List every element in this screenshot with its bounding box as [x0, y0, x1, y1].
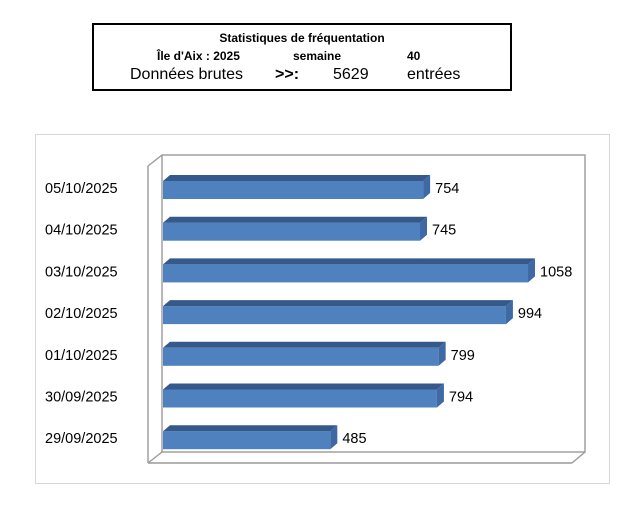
category-label: 01/10/2025: [45, 348, 118, 364]
stats-header-box: Statistiques de fréquentation Île d'Aix …: [92, 23, 512, 91]
category-label: 05/10/2025: [45, 181, 118, 197]
bar-row: 745 04/10/2025: [45, 216, 456, 241]
bar-side-face: [420, 216, 428, 241]
bar-chart-svg: 754 05/10/2025 745 04/10/2025 1058 03/10/2025…: [45, 154, 586, 464]
plot-frame-line: [571, 451, 586, 464]
category-label: 03/10/2025: [45, 264, 118, 280]
bar-front-face: [163, 306, 506, 325]
bar-side-face: [505, 300, 513, 325]
plot-frame-line: [147, 154, 163, 167]
bar-side-face: [330, 425, 338, 450]
bar-value-label: 794: [449, 390, 473, 406]
category-label: 02/10/2025: [45, 306, 118, 322]
total-entries-value: 5629: [333, 66, 369, 83]
bar-top-face: [163, 175, 431, 181]
raw-data-label: Données brutes: [130, 66, 243, 83]
bar-row: 1058 03/10/2025: [45, 258, 572, 283]
bar-value-label: 745: [432, 223, 456, 239]
category-label: 04/10/2025: [45, 223, 118, 239]
bar-top-face: [163, 216, 428, 223]
entries-unit-label: entrées: [407, 66, 461, 83]
bar-side-face: [528, 258, 536, 283]
stats-subtitle-row: Île d'Aix : 2025 semaine 40: [94, 49, 510, 63]
bar-value-label: 485: [342, 431, 366, 447]
arrow-separator: >>:: [275, 66, 300, 83]
bar-row: 799 01/10/2025: [45, 341, 475, 366]
bar-row: 794 30/09/2025: [45, 383, 473, 408]
bar-top-face: [163, 341, 446, 348]
bar-side-face: [423, 175, 431, 199]
week-label: semaine: [293, 49, 342, 63]
bar-top-face: [163, 383, 444, 390]
bar-side-face: [438, 341, 446, 366]
chart-container: 754 05/10/2025 745 04/10/2025 1058 03/10/2025…: [35, 134, 610, 484]
bar-top-face: [163, 425, 338, 432]
category-label: 30/09/2025: [45, 390, 118, 406]
bar-row: 994 02/10/2025: [45, 300, 542, 325]
raw-data-row: Données brutes >>: 5629 entrées: [94, 66, 510, 85]
bar-top-face: [163, 258, 536, 265]
bar-front-face: [163, 264, 529, 283]
bar-top-face: [163, 300, 513, 307]
bar-row: 754 05/10/2025: [45, 175, 459, 199]
bar-front-face: [163, 347, 439, 366]
bar-front-face: [163, 389, 437, 408]
category-label: 29/09/2025: [45, 431, 118, 447]
bar-front-face: [163, 181, 424, 199]
bar-front-face: [163, 222, 421, 241]
bar-value-label: 799: [451, 348, 475, 364]
bar-value-label: 754: [435, 181, 459, 197]
bar-row: 485 29/09/2025: [45, 425, 367, 450]
bar-front-face: [163, 431, 331, 450]
bar-value-label: 994: [518, 306, 542, 322]
stats-title: Statistiques de fréquentation: [219, 31, 385, 45]
plot-frame-line: [147, 451, 163, 464]
week-number: 40: [407, 49, 421, 63]
bar-value-label: 1058: [540, 264, 572, 280]
bar-side-face: [436, 383, 444, 408]
location-year-label: Île d'Aix : 2025: [157, 49, 240, 63]
